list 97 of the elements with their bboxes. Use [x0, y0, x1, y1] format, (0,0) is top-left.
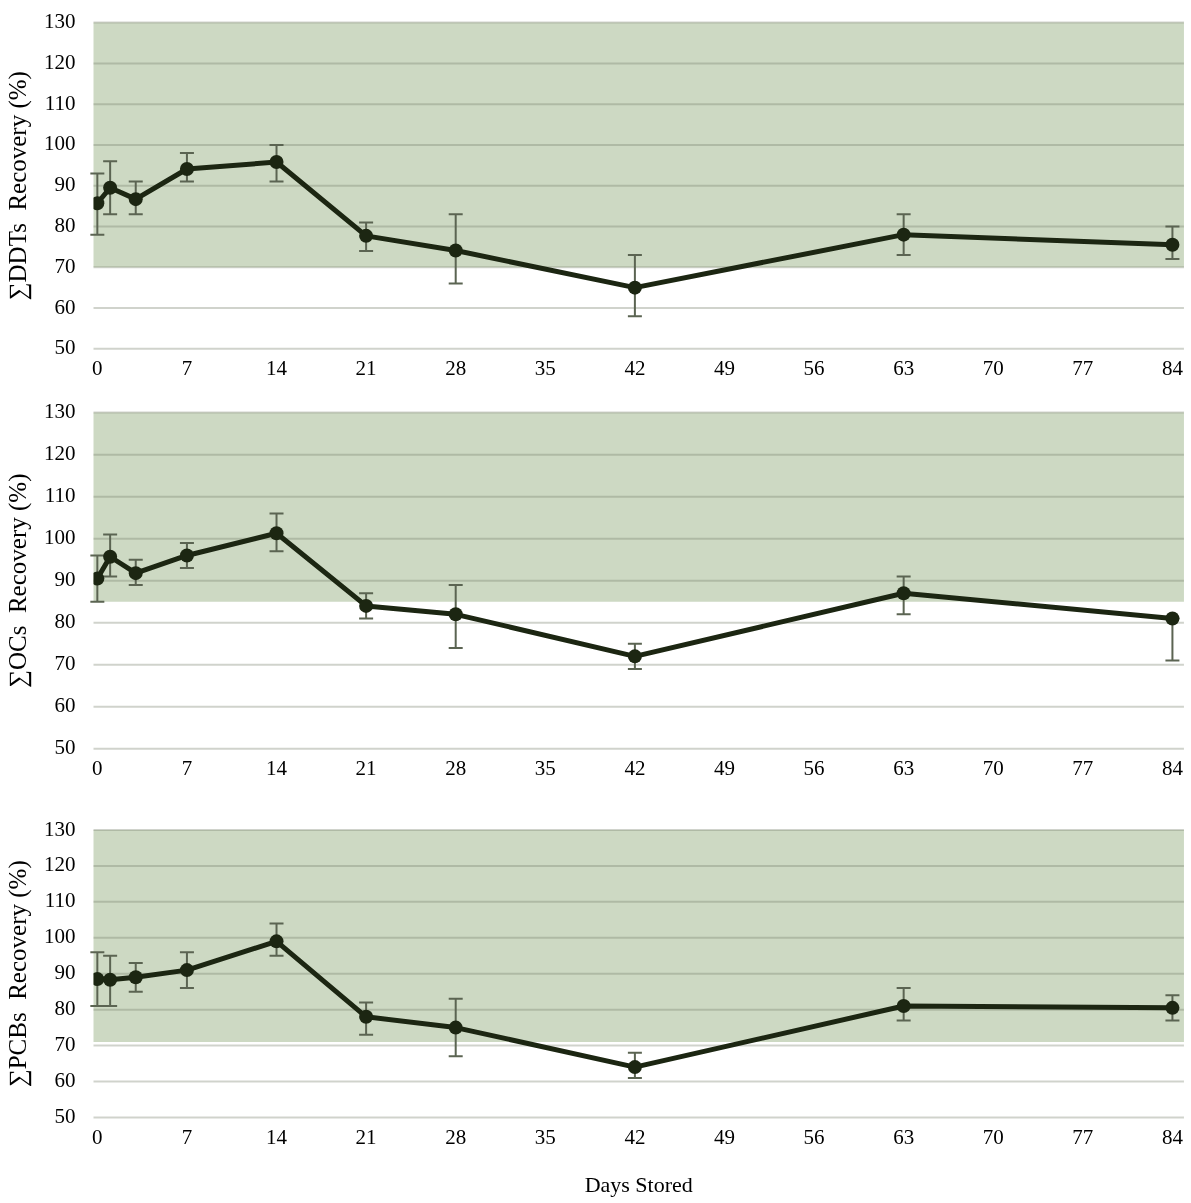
point	[1165, 237, 1180, 252]
y-tick-label: 60	[54, 693, 76, 718]
y-axis-title: ∑PCBs Recovery (%)	[3, 860, 32, 1088]
y-tick-label: 70	[54, 651, 76, 676]
y-tick-label: 130	[44, 399, 76, 424]
x-tick-label: 77	[1072, 355, 1094, 380]
x-tick-label: 14	[266, 755, 288, 780]
y-tick-label: 60	[54, 1067, 76, 1092]
x-tick-label: 28	[445, 355, 467, 380]
x-tick-label: 14	[266, 1124, 288, 1149]
x-tick-label: 49	[713, 1124, 735, 1149]
y-tick-label: 120	[44, 852, 76, 877]
x-tick-label: 42	[624, 355, 646, 380]
x-tick-label: 49	[713, 355, 735, 380]
x-tick-label: 7	[181, 755, 193, 780]
x-tick-label: 70	[982, 755, 1004, 780]
y-tick-label: 80	[54, 609, 76, 634]
y-tick-label: 100	[44, 525, 76, 550]
point	[269, 934, 284, 949]
y-tick-label: 90	[54, 567, 76, 592]
x-tick-label: 84	[1161, 355, 1184, 380]
x-tick-label: 7	[181, 355, 193, 380]
point	[128, 970, 143, 985]
point	[128, 566, 143, 581]
y-tick-label: 70	[54, 1032, 76, 1057]
y-tick-label: 130	[44, 816, 76, 841]
point	[1165, 1000, 1180, 1015]
x-tick-label: 49	[713, 755, 735, 780]
point	[179, 161, 194, 176]
point	[269, 526, 284, 541]
x-tick-label: 28	[445, 1124, 467, 1149]
point	[448, 243, 463, 258]
point	[448, 1020, 463, 1035]
x-tick-label: 28	[445, 755, 467, 780]
x-tick-label: 77	[1072, 1124, 1094, 1149]
y-tick-label: 50	[54, 1103, 76, 1128]
y-tick-label: 130	[44, 9, 76, 34]
point	[627, 1060, 642, 1075]
point	[359, 228, 374, 243]
x-tick-label: 56	[803, 355, 825, 380]
x-tick-label: 84	[1161, 755, 1184, 780]
x-tick-label: 63	[893, 1124, 915, 1149]
y-tick-label: 110	[44, 483, 76, 508]
point	[359, 1009, 374, 1024]
point	[359, 598, 374, 613]
point	[627, 280, 642, 295]
x-tick-label: 0	[92, 1124, 103, 1149]
y-tick-label: 100	[44, 924, 76, 949]
y-tick-label: 90	[54, 960, 76, 985]
x-tick-label: 0	[92, 755, 103, 780]
point	[103, 549, 118, 564]
y-tick-label: 120	[44, 441, 76, 466]
x-tick-label: 21	[355, 755, 377, 780]
x-tick-label: 35	[534, 755, 556, 780]
y-tick-label: 100	[44, 131, 76, 156]
x-tick-label: 14	[266, 355, 288, 380]
point	[896, 999, 911, 1014]
x-tick-label: 63	[893, 755, 915, 780]
y-tick-label: 50	[54, 735, 76, 760]
x-tick-label: 77	[1072, 755, 1094, 780]
x-tick-label: 70	[982, 355, 1004, 380]
point	[103, 972, 118, 987]
x-tick-label: 7	[181, 1124, 193, 1149]
point	[179, 548, 194, 563]
x-tick-label: 42	[624, 755, 646, 780]
x-axis-title: Days Stored	[584, 1171, 693, 1197]
y-tick-label: 110	[44, 888, 76, 913]
y-tick-label: 110	[44, 90, 76, 115]
x-tick-label: 42	[624, 1124, 646, 1149]
point	[1165, 611, 1180, 626]
point	[627, 649, 642, 664]
y-tick-label: 80	[54, 996, 76, 1021]
y-tick-label: 90	[54, 172, 76, 197]
x-tick-label: 56	[803, 755, 825, 780]
y-tick-label: 50	[54, 335, 76, 360]
point	[179, 963, 194, 978]
x-tick-label: 35	[534, 1124, 556, 1149]
point	[269, 155, 284, 170]
x-tick-label: 84	[1161, 1124, 1184, 1149]
point	[896, 227, 911, 242]
y-axis-title: ∑OCs Recovery (%)	[3, 473, 32, 688]
x-tick-label: 21	[355, 355, 377, 380]
point	[128, 192, 143, 207]
x-tick-label: 0	[92, 355, 103, 380]
x-tick-label: 70	[982, 1124, 1004, 1149]
y-tick-label: 80	[54, 212, 76, 237]
point	[103, 180, 118, 195]
point	[448, 607, 463, 622]
y-tick-label: 120	[44, 49, 76, 74]
y-tick-label: 70	[54, 253, 76, 278]
y-axis-title: ∑DDTs Recovery (%)	[3, 71, 32, 301]
point	[896, 586, 911, 601]
x-tick-label: 56	[803, 1124, 825, 1149]
x-tick-label: 35	[534, 355, 556, 380]
y-tick-label: 60	[54, 294, 76, 319]
x-tick-label: 63	[893, 355, 915, 380]
x-tick-label: 21	[355, 1124, 377, 1149]
